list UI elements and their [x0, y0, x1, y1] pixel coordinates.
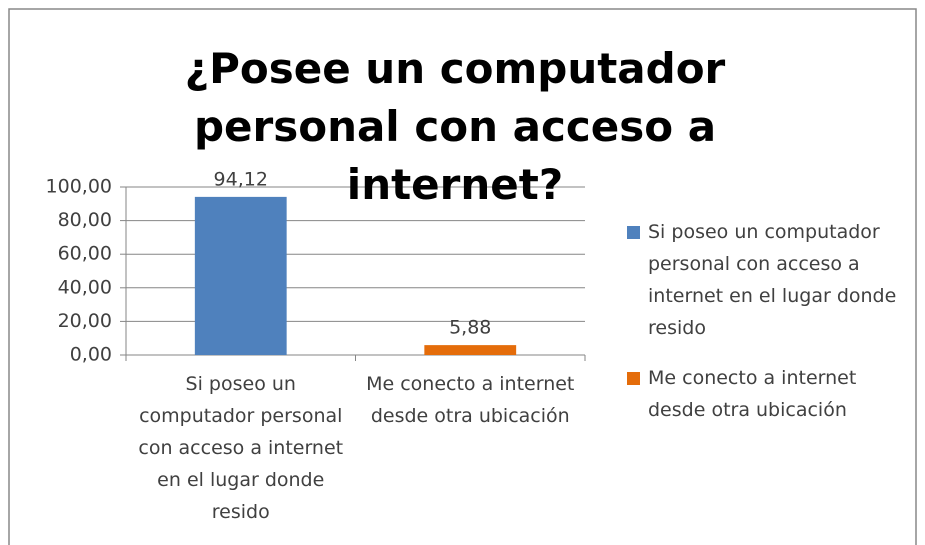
y-tick-label: 20,00 — [58, 310, 112, 332]
y-tick-label: 60,00 — [58, 243, 112, 265]
chart-border — [8, 8, 917, 545]
chart-title: ¿Posee un computador personal con acceso… — [184, 44, 726, 209]
y-tick-label: 100,00 — [46, 176, 112, 198]
legend-swatch — [627, 372, 640, 385]
data-label: 94,12 — [214, 168, 268, 190]
x-tick-label: Me conecto a internet desde otra ubicaci… — [366, 373, 575, 427]
legend-label: Si poseo un computador personal con acce… — [648, 221, 897, 339]
bar — [194, 196, 287, 355]
bar — [424, 345, 517, 355]
x-tick-label: Si poseo un computador personal con acce… — [138, 373, 344, 523]
y-tick-label: 0,00 — [70, 344, 112, 366]
data-label: 5,88 — [449, 317, 491, 339]
y-tick-label: 80,00 — [58, 209, 112, 231]
legend-label: Me conecto a internet desde otra ubicaci… — [648, 367, 857, 421]
y-tick-label: 40,00 — [58, 276, 112, 298]
legend-swatch — [627, 226, 640, 239]
